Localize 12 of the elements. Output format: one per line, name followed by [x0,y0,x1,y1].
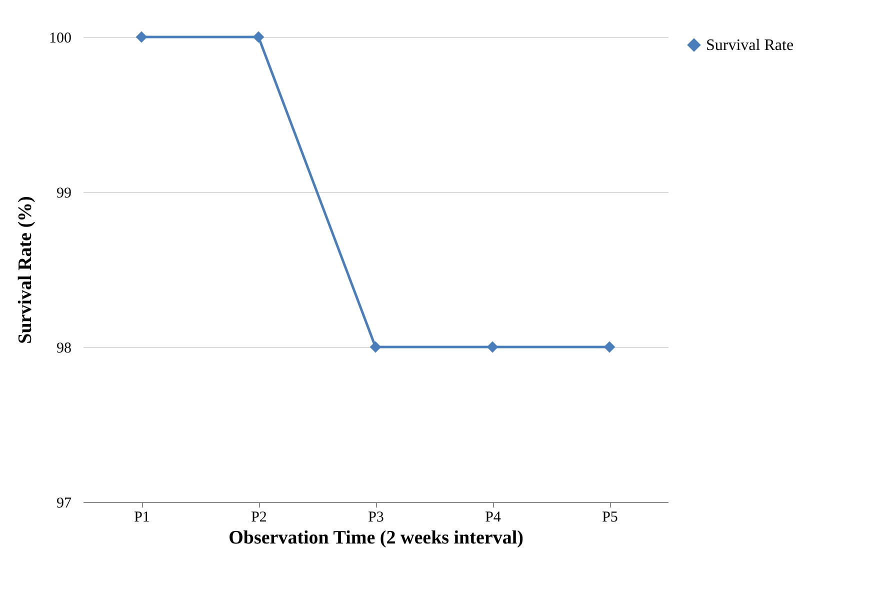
x-tick-label: P5 [602,510,618,526]
x-axis-title: Observation Time (2 weeks interval) [228,528,524,548]
y-tick-label: 99 [56,186,72,202]
y-axis-title: Survival Rate (%) [15,196,36,344]
x-tick-label: P2 [251,510,267,526]
x-tick-label: P4 [485,510,502,526]
legend-label: Survival Rate [706,37,794,54]
x-tick-label: P1 [134,510,150,526]
x-tick-label: P3 [368,510,384,526]
y-tick-label: 100 [49,30,72,46]
y-tick-label: 98 [56,340,72,356]
y-tick-label: 97 [56,496,72,512]
